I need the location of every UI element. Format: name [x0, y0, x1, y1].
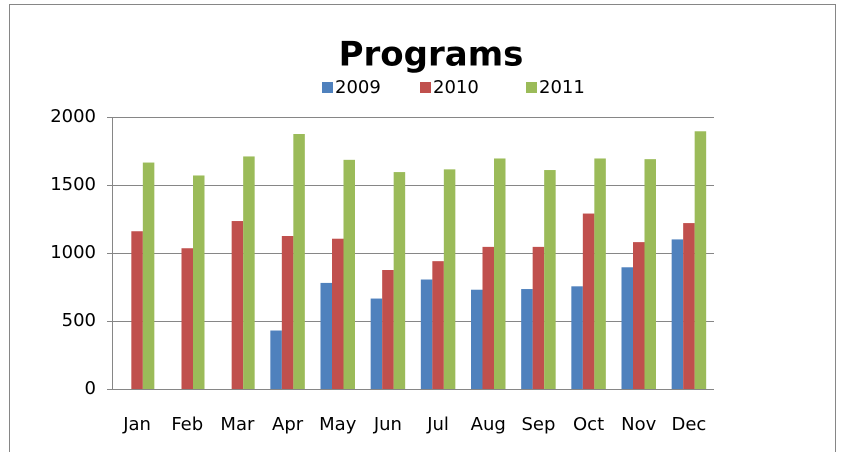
bar — [370, 298, 383, 389]
bar — [343, 159, 355, 389]
x-tick-label: Feb — [171, 414, 203, 435]
legend-swatch — [420, 82, 431, 93]
x-tick-label: Jun — [373, 414, 402, 435]
x-tick-label: May — [319, 414, 357, 435]
bar — [142, 162, 155, 389]
bar — [181, 248, 193, 389]
bar — [571, 286, 583, 389]
bar — [332, 238, 344, 389]
bar — [281, 236, 294, 389]
bar — [293, 134, 305, 389]
bar — [393, 172, 406, 389]
y-tick-label: 1000 — [50, 242, 96, 263]
bar — [644, 159, 656, 389]
x-tick-label: Oct — [573, 414, 604, 435]
legend-swatch — [526, 82, 537, 93]
x-tick-label: Aug — [471, 414, 506, 435]
bar — [420, 279, 433, 389]
y-tick-label: 500 — [62, 310, 96, 331]
bar — [443, 169, 456, 389]
bar — [382, 270, 394, 389]
bar — [532, 246, 545, 389]
bar — [582, 213, 595, 389]
bar — [193, 175, 205, 389]
bar — [494, 158, 506, 389]
x-tick-label: Apr — [272, 414, 304, 435]
y-tick-label: 0 — [85, 378, 96, 399]
legend-swatch — [322, 82, 333, 93]
x-tick-label: Jul — [426, 414, 449, 435]
bar — [320, 282, 332, 389]
bar — [131, 231, 143, 389]
bar — [432, 261, 444, 389]
bar — [270, 330, 282, 389]
legend-label: 2010 — [433, 77, 479, 98]
bar — [621, 267, 633, 389]
bar — [633, 242, 645, 389]
bar — [471, 289, 483, 389]
bar — [231, 221, 244, 389]
legend-label: 2011 — [539, 77, 585, 98]
x-tick-label: Dec — [671, 414, 706, 435]
bar — [544, 170, 556, 389]
x-tick-label: Sep — [521, 414, 555, 435]
bar — [683, 223, 695, 389]
bar — [671, 239, 684, 389]
y-tick-label: 2000 — [50, 106, 96, 127]
x-tick-label: Jan — [122, 414, 151, 435]
bar — [694, 131, 707, 389]
legend-label: 2009 — [335, 77, 381, 98]
bar — [594, 158, 606, 389]
bar — [521, 289, 533, 389]
chart-title: Programs — [339, 35, 524, 75]
y-tick-label: 1500 — [50, 174, 96, 195]
bar — [482, 246, 494, 389]
x-tick-label: Mar — [220, 414, 255, 435]
x-tick-label: Nov — [621, 414, 656, 435]
bar — [243, 156, 255, 389]
